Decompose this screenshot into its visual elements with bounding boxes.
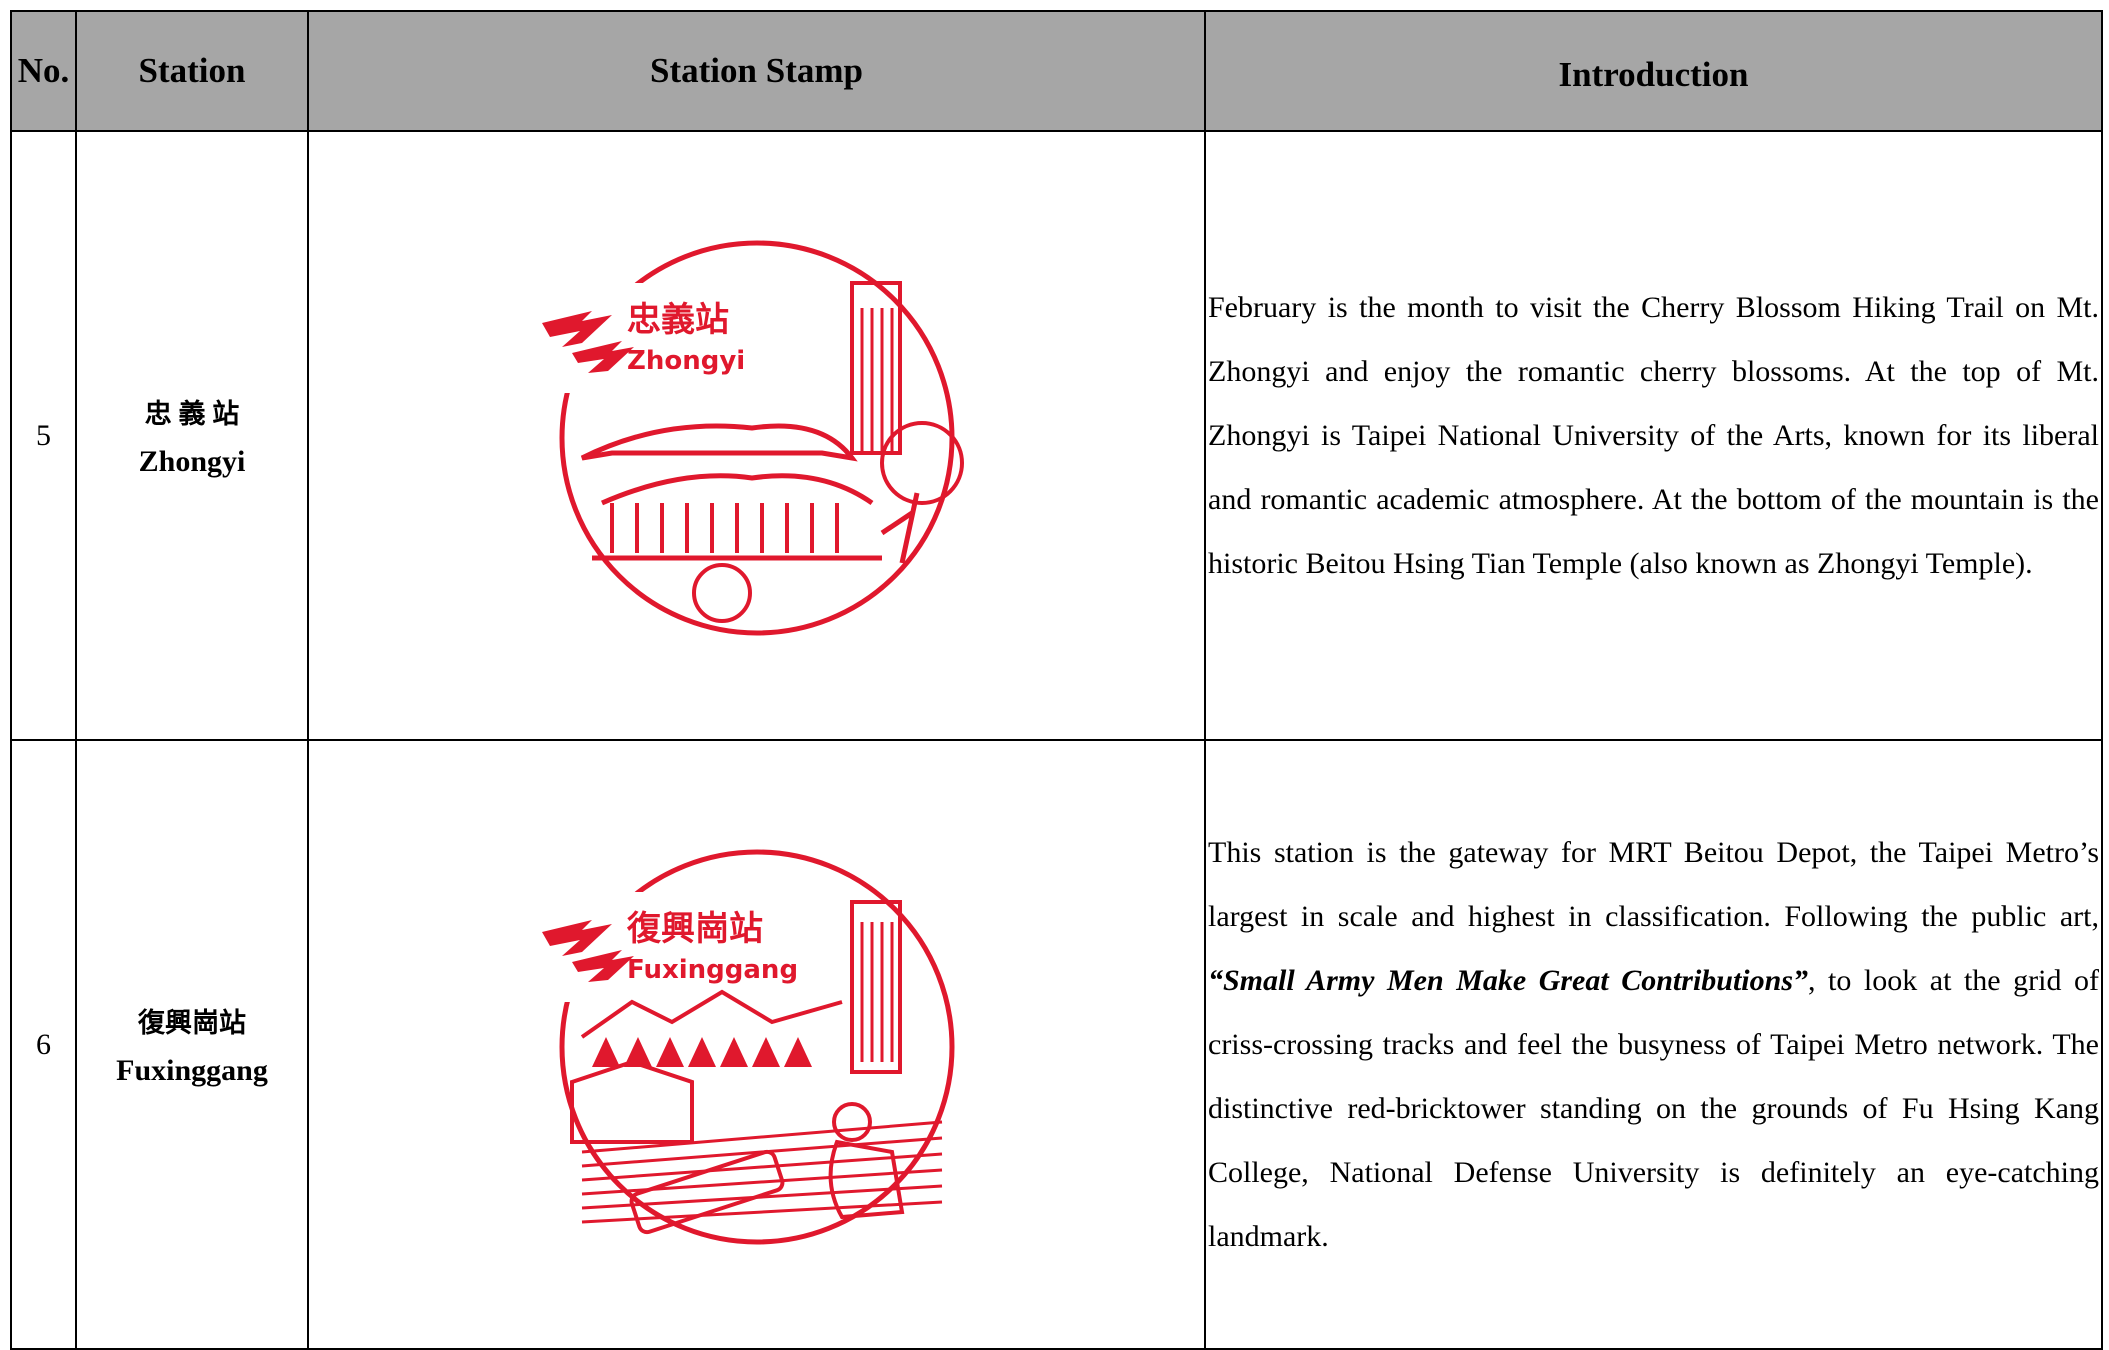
stamp-cell: 復興崗站 Fuxinggang (307, 739, 1206, 1350)
station-cell: 忠 義 站 Zhongyi (75, 130, 309, 741)
stamp-tree (783, 1037, 812, 1067)
metro-logo (571, 341, 634, 373)
stamp-name-en: Zhongyi (627, 346, 745, 376)
stamp-tree (623, 1037, 652, 1067)
station-name-en: Fuxinggang (116, 1054, 268, 1087)
header-row: No. Station Station Stamp Introduction (10, 10, 2103, 132)
header-cell: Station Stamp (307, 10, 1206, 132)
stamp-name-zh: 忠義站 (627, 300, 729, 340)
stamp-figure (831, 1102, 872, 1142)
header-cell: Introduction (1204, 10, 2103, 132)
row-number: 6 (10, 739, 77, 1350)
stamp-track (581, 1120, 942, 1154)
station-name-zh: 復興崗站 (138, 1008, 246, 1038)
stamp-name-en: Fuxinggang (627, 955, 798, 985)
stamp-mask (521, 892, 772, 1002)
stamp-mountain (580, 989, 843, 1039)
intro-text: February is the month to visit the Cherr… (1208, 290, 2099, 580)
intro-text: , to look at the grid of criss-crossing … (1208, 963, 2099, 1253)
station-name-en: Zhongyi (138, 445, 246, 478)
introduction: February is the month to visit the Cherr… (1204, 130, 2103, 741)
stamp-tower (849, 281, 902, 455)
stamp-tree (687, 1037, 716, 1067)
table-row: 6 復興崗站 Fuxinggang 復興崗站 Fuxinggang This statio… (10, 739, 2103, 1350)
metro-logo (541, 311, 612, 347)
stamp-train (629, 1149, 784, 1235)
stamp-building (569, 1059, 694, 1144)
stamp-tree (655, 1037, 684, 1067)
stamp-name-zh: 復興崗站 (626, 909, 763, 949)
stamp-flower (691, 563, 752, 623)
stamp-tower (849, 900, 902, 1074)
table-row: 5 忠 義 站 Zhongyi 忠義站 Zhongyi February is the m… (10, 130, 2103, 741)
header-cell: Station (75, 10, 309, 132)
stamp-tree (591, 1037, 620, 1067)
stamp-track (581, 1200, 942, 1224)
station-cell: 復興崗站 Fuxinggang (75, 739, 309, 1350)
stamp-tree (879, 421, 964, 505)
intro-emphasis: “Small Army Men Make Great Contributions… (1208, 963, 1808, 997)
stamp-track (581, 1152, 942, 1182)
stamp-roof (600, 473, 873, 506)
stamp-ring (559, 849, 954, 1245)
stamp-table: No. Station Station Stamp Introduction 5… (10, 10, 2103, 1350)
metro-logo (571, 950, 634, 982)
stamp-figure (828, 1139, 904, 1220)
stamp-mask (521, 283, 772, 393)
stamp-tree (719, 1037, 748, 1067)
stamp-tree (751, 1037, 780, 1067)
introduction: This station is the gateway for MRT Beit… (1204, 739, 2103, 1350)
station-name-zh: 忠 義 站 (144, 399, 240, 429)
station-stamp: 忠義站 Zhongyi (521, 240, 964, 636)
stamp-trunk (880, 492, 919, 564)
stamp-cell: 忠義站 Zhongyi (307, 130, 1206, 741)
header-cell: No. (10, 10, 77, 132)
intro-text: This station is the gateway for MRT Beit… (1208, 835, 2099, 933)
station-stamp: 復興崗站 Fuxinggang (521, 849, 954, 1245)
metro-logo (541, 920, 612, 956)
row-number: 5 (10, 130, 77, 741)
stamp-roof (580, 423, 858, 462)
